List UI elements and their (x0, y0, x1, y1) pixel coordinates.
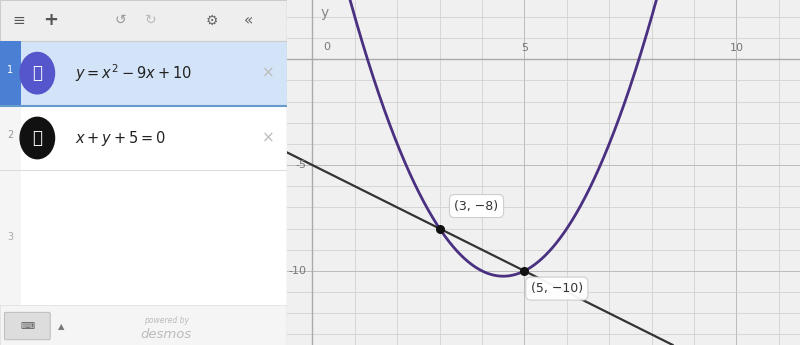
Text: ↻: ↻ (145, 13, 157, 27)
Text: $x + y + 5 = 0$: $x + y + 5 = 0$ (74, 128, 166, 148)
FancyBboxPatch shape (4, 312, 50, 340)
FancyBboxPatch shape (0, 0, 287, 41)
Text: ↺: ↺ (114, 13, 126, 27)
FancyBboxPatch shape (0, 41, 287, 106)
Circle shape (20, 117, 54, 159)
Text: powered by: powered by (144, 316, 189, 325)
Text: ⌨: ⌨ (20, 321, 34, 331)
Text: -5: -5 (295, 160, 306, 170)
Text: ▲: ▲ (58, 322, 65, 331)
FancyBboxPatch shape (0, 170, 21, 310)
FancyBboxPatch shape (0, 305, 287, 345)
Text: ⚙: ⚙ (206, 13, 218, 27)
Text: 𝒩: 𝒩 (32, 64, 42, 82)
FancyBboxPatch shape (0, 106, 287, 170)
Text: (5, −10): (5, −10) (530, 282, 583, 295)
Text: ≡: ≡ (12, 13, 25, 28)
Text: 2: 2 (7, 130, 14, 139)
Text: 3: 3 (7, 232, 14, 242)
FancyBboxPatch shape (0, 170, 287, 310)
Text: «: « (244, 13, 253, 28)
Text: y: y (321, 6, 330, 20)
FancyBboxPatch shape (0, 41, 21, 106)
Circle shape (20, 52, 54, 94)
Text: -10: -10 (288, 266, 306, 276)
Text: 5: 5 (521, 43, 528, 53)
FancyBboxPatch shape (0, 106, 21, 170)
Text: +: + (42, 11, 58, 29)
Text: desmos: desmos (141, 328, 192, 341)
Text: 0: 0 (323, 42, 330, 52)
Text: 1: 1 (7, 65, 14, 75)
Text: (3, −8): (3, −8) (454, 199, 498, 213)
Text: ×: × (262, 66, 274, 81)
Text: ×: × (262, 130, 274, 146)
Text: 𝒩: 𝒩 (32, 129, 42, 147)
Text: $y = x^2 - 9x + 10$: $y = x^2 - 9x + 10$ (74, 62, 191, 84)
Text: 10: 10 (730, 43, 743, 53)
